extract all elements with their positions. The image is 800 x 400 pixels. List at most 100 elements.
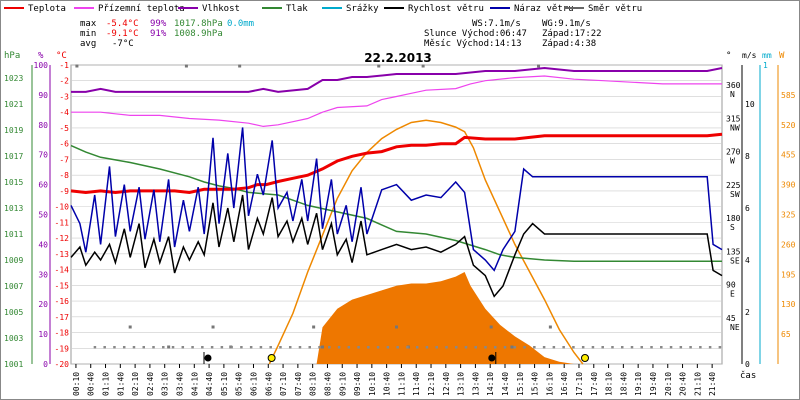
series-ground-temperature-line bbox=[71, 75, 722, 128]
dir-compass-7: NE bbox=[730, 323, 740, 332]
wind-direction-dot bbox=[386, 346, 390, 349]
dir-tick-3: 225 bbox=[726, 181, 741, 190]
w-tick-6: 195 bbox=[781, 270, 796, 279]
wind-direction-dot bbox=[93, 346, 97, 349]
x-tick-label-1: 00:40 bbox=[87, 372, 96, 396]
temp-tick-8: -9 bbox=[59, 187, 69, 196]
wind-direction-dot bbox=[210, 346, 214, 349]
w-tick-5: 260 bbox=[781, 240, 796, 249]
stat-max-temp: -5.4°C bbox=[106, 19, 139, 29]
ms-tick-2: 6 bbox=[745, 204, 750, 213]
temp-tick-14: -15 bbox=[55, 281, 70, 290]
wind-direction-mark-2 bbox=[167, 345, 171, 349]
pct-tick-4: 60 bbox=[38, 181, 48, 190]
wind-direction-dot bbox=[249, 346, 253, 349]
wind-direction-dot bbox=[454, 346, 458, 349]
sunset-marker bbox=[580, 354, 589, 362]
temp-tick-9: -10 bbox=[55, 203, 70, 212]
legend-label-2: Vlhkost bbox=[202, 4, 240, 14]
wind-direction-mark-15 bbox=[537, 64, 541, 68]
temp-tick-17: -18 bbox=[55, 329, 70, 338]
wind-direction-dot bbox=[581, 346, 585, 349]
x-tick-label-10: 05:10 bbox=[220, 372, 229, 396]
wind-direction-dot bbox=[601, 346, 604, 349]
series-humidity-line bbox=[71, 66, 723, 93]
pct-tick-10: 0 bbox=[43, 360, 48, 369]
pct-tick-9: 10 bbox=[38, 330, 48, 339]
x-tick-label-35: 17:40 bbox=[590, 372, 599, 396]
axis-w-label: W bbox=[779, 51, 785, 61]
wind-direction-dot bbox=[357, 346, 360, 349]
w-tick-0: 585 bbox=[781, 91, 796, 100]
stat-max-hum: 99% bbox=[150, 19, 167, 29]
x-tick-label-38: 19:10 bbox=[634, 372, 643, 396]
axis-temp-label: °C bbox=[56, 51, 67, 61]
temp-tick-18: -19 bbox=[55, 344, 70, 353]
moonset-marker bbox=[204, 354, 212, 362]
wind-direction-dot bbox=[513, 346, 517, 349]
stat-max-press: 1017.8hPa bbox=[174, 19, 223, 29]
x-tick-label-24: 12:10 bbox=[427, 372, 436, 396]
legend-label-1: Přízemní teplota bbox=[98, 4, 185, 14]
wind-direction-mark-3 bbox=[184, 64, 188, 68]
x-tick-label-33: 16:40 bbox=[560, 372, 569, 396]
wind-direction-dot bbox=[230, 346, 233, 349]
hpa-tick-10: 1003 bbox=[4, 334, 23, 343]
wind-direction-dot bbox=[474, 346, 478, 349]
wind-direction-dot bbox=[318, 346, 321, 349]
wind-direction-dot bbox=[630, 346, 634, 349]
series-measured-radiation-area bbox=[316, 272, 574, 364]
temp-tick-5: -6 bbox=[59, 140, 69, 149]
x-tick-label-34: 17:10 bbox=[575, 372, 584, 396]
wind-direction-dot bbox=[142, 346, 145, 349]
ms-tick-4: 2 bbox=[745, 308, 750, 317]
x-tick-label-18: 09:10 bbox=[338, 372, 347, 396]
hpa-tick-5: 1013 bbox=[4, 204, 23, 213]
temp-tick-2: -3 bbox=[59, 92, 69, 101]
legend-label-4: Srážky bbox=[346, 4, 379, 14]
x-tick-label-25: 12:40 bbox=[442, 372, 451, 396]
hpa-tick-3: 1017 bbox=[4, 152, 23, 161]
x-tick-label-27: 13:40 bbox=[471, 372, 480, 396]
w-tick-3: 390 bbox=[781, 181, 796, 190]
wind-direction-dot bbox=[308, 346, 312, 349]
x-axis: 00:10 00:40 01:10 01:40 02:10 02:40 03:10 03:40… bbox=[72, 364, 717, 396]
wind-direction-dot bbox=[103, 346, 106, 349]
ms-tick-3: 4 bbox=[745, 256, 750, 265]
x-tick-label-32: 16:10 bbox=[545, 372, 554, 396]
wind-direction-mark-16 bbox=[548, 325, 552, 329]
pct-tick-0: 100 bbox=[34, 61, 49, 70]
dir-tick-4: 180 bbox=[726, 214, 741, 223]
wind-direction-mark-1 bbox=[128, 325, 132, 329]
legend-label-5: Rychlost větru bbox=[408, 4, 484, 14]
stat-min-hum: 91% bbox=[150, 29, 167, 39]
wind-direction-mark-7 bbox=[312, 325, 316, 329]
wind-direction-dot bbox=[708, 346, 712, 349]
x-tick-label-2: 01:10 bbox=[102, 372, 111, 396]
wind-direction-dot bbox=[376, 346, 380, 349]
dir-tick-5: 135 bbox=[726, 247, 741, 256]
axis-mm-label: mm bbox=[762, 51, 772, 60]
x-tick-label-12: 06:10 bbox=[249, 372, 258, 396]
chart-title: 22.2.2013 bbox=[364, 51, 432, 65]
w-tick-1: 520 bbox=[781, 121, 796, 130]
dir-tick-0: 360 bbox=[726, 81, 741, 90]
wind-direction-dot bbox=[718, 346, 722, 349]
dir-compass-2: W bbox=[730, 157, 735, 166]
wind-direction-dot bbox=[640, 346, 644, 349]
wind-direction-dot bbox=[152, 346, 155, 349]
stat-moon-set: Západ:4:38 bbox=[542, 39, 596, 49]
x-axis-unit: čas bbox=[740, 370, 756, 381]
wind-direction-dot bbox=[240, 346, 243, 349]
wind-direction-dot bbox=[279, 346, 282, 349]
x-tick-label-8: 04:10 bbox=[190, 372, 199, 396]
wind-direction-dot bbox=[679, 346, 683, 349]
wind-direction-dot bbox=[113, 346, 116, 349]
wind-direction-dot bbox=[406, 346, 409, 349]
plot-area bbox=[70, 64, 723, 365]
dir-compass-3: SW bbox=[730, 190, 740, 199]
wind-direction-mark-14 bbox=[510, 345, 514, 349]
stat-min-label: min bbox=[80, 29, 96, 39]
x-tick-label-9: 04:40 bbox=[205, 372, 214, 396]
